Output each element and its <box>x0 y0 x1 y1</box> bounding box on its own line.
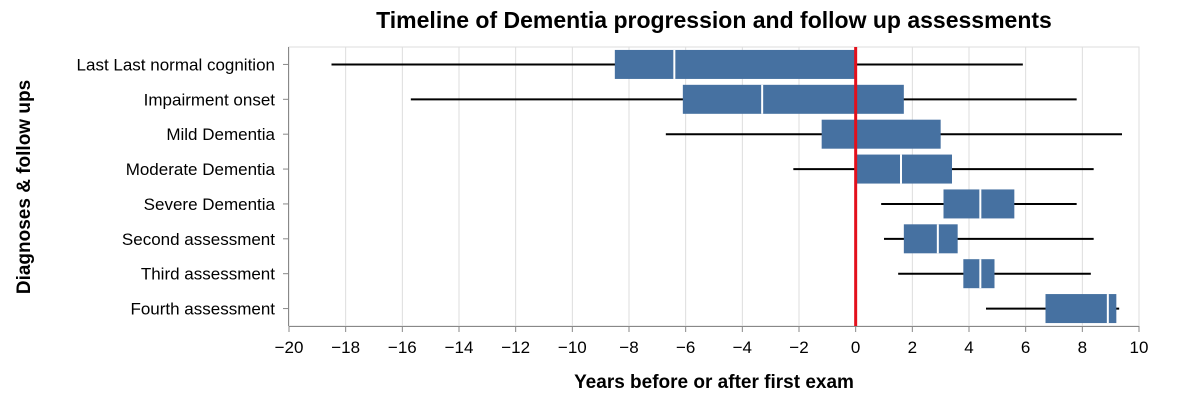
y-axis-title: Diagnoses & follow ups <box>14 80 35 294</box>
iqr-box <box>682 84 904 114</box>
x-tick-label: −6 <box>676 338 695 357</box>
y-tick-label: Impairment onset <box>144 90 276 109</box>
iqr-box <box>1045 294 1117 324</box>
y-tick-label: Moderate Dementia <box>126 160 276 179</box>
x-tick-label: 10 <box>1130 338 1149 357</box>
y-tick-label: Severe Dementia <box>144 195 276 214</box>
x-tick-label: −20 <box>275 338 304 357</box>
y-tick-label: Third assessment <box>141 265 275 284</box>
iqr-box <box>821 119 941 149</box>
y-tick-label: Fourth assessment <box>130 300 275 319</box>
iqr-box <box>963 259 995 289</box>
boxes-layer <box>331 49 1122 324</box>
x-tick-label: −4 <box>733 338 752 357</box>
x-axis-title: Years before or after first exam <box>574 372 854 393</box>
y-tick-label: Second assessment <box>122 230 275 249</box>
x-tick-label: −10 <box>558 338 587 357</box>
x-tick-label: −8 <box>619 338 638 357</box>
x-tick-label: 6 <box>1021 338 1030 357</box>
iqr-box <box>614 49 856 79</box>
y-tick-label: Mild Dementia <box>166 125 275 144</box>
x-tick-label: 2 <box>908 338 917 357</box>
iqr-box <box>903 224 958 254</box>
iqr-box <box>943 189 1015 219</box>
x-tick-label: −16 <box>388 338 417 357</box>
x-tick-label: 4 <box>964 338 973 357</box>
x-tick-label: −14 <box>445 338 474 357</box>
x-tick-label: 8 <box>1078 338 1087 357</box>
x-tick-label: −18 <box>331 338 360 357</box>
y-tick-label: Last Last normal cognition <box>77 55 275 74</box>
x-tick-label: −12 <box>501 338 530 357</box>
x-tick-label: 0 <box>851 338 860 357</box>
iqr-box <box>855 154 952 184</box>
chart-title: Timeline of Dementia progression and fol… <box>376 7 1052 33</box>
x-tick-label: −2 <box>789 338 808 357</box>
